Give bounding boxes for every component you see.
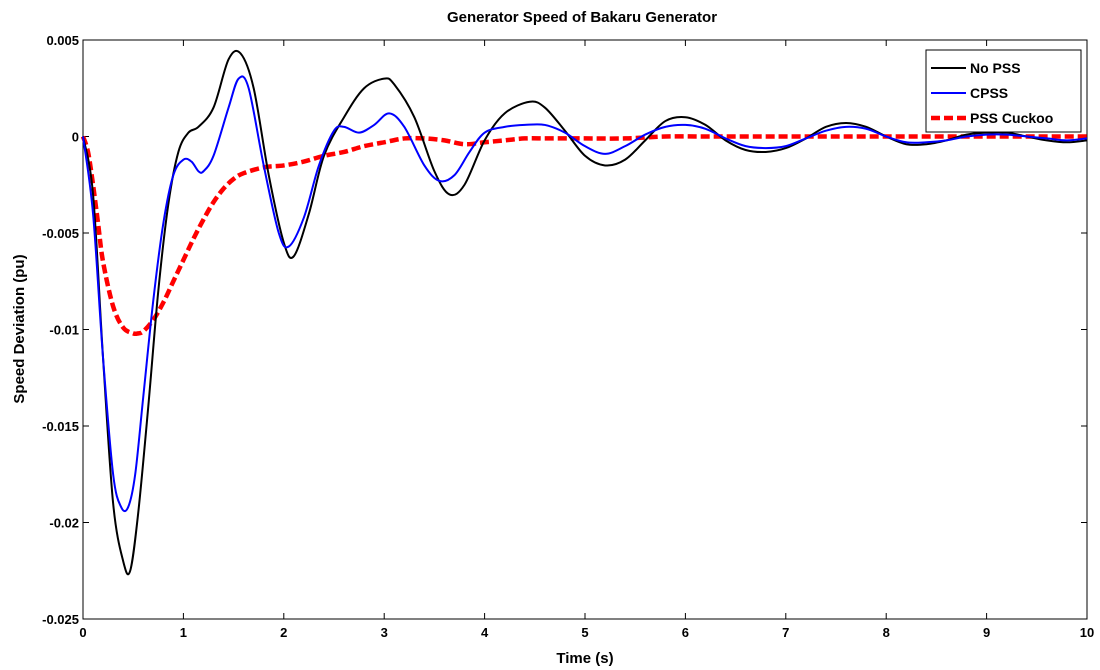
series-line-cpss bbox=[82, 75, 1088, 513]
series-layer bbox=[80, 49, 1088, 576]
y-axis: 0.005 0 -0.005 -0.01 -0.015 -0.02 -0.025 bbox=[42, 33, 1087, 627]
x-axis: 0 1 2 3 4 5 6 7 8 9 10 bbox=[79, 40, 1094, 640]
y-tick-label: 0 bbox=[72, 130, 79, 145]
x-tick-label: 0 bbox=[79, 625, 86, 640]
x-tick-label: 6 bbox=[682, 625, 689, 640]
legend-label-pss-cuckoo: PSS Cuckoo bbox=[970, 110, 1053, 126]
y-tick-label: -0.02 bbox=[49, 516, 79, 531]
y-tick-label: -0.015 bbox=[42, 419, 79, 434]
legend-label-cpss: CPSS bbox=[970, 85, 1008, 101]
y-tick-label: -0.005 bbox=[42, 226, 79, 241]
x-tick-label: 7 bbox=[782, 625, 789, 640]
y-tick-label: -0.025 bbox=[42, 612, 79, 627]
series-line-pss-cuckoo bbox=[80, 134, 1087, 337]
y-tick-label: 0.005 bbox=[46, 33, 79, 48]
x-axis-label: Time (s) bbox=[556, 650, 613, 667]
x-tick-label: 2 bbox=[280, 625, 287, 640]
legend: No PSS CPSS PSS Cuckoo bbox=[925, 49, 1082, 133]
x-tick-label: 1 bbox=[180, 625, 187, 640]
chart-title: Generator Speed of Bakaru Generator bbox=[447, 9, 717, 26]
x-tick-label: 4 bbox=[481, 625, 489, 640]
legend-label-no-pss: No PSS bbox=[970, 60, 1021, 76]
x-tick-label: 9 bbox=[983, 625, 990, 640]
x-tick-label: 3 bbox=[381, 625, 388, 640]
x-tick-label: 5 bbox=[581, 625, 588, 640]
x-tick-label: 10 bbox=[1080, 625, 1094, 640]
x-tick-label: 8 bbox=[883, 625, 890, 640]
y-axis-label: Speed Deviation (pu) bbox=[11, 254, 28, 403]
y-tick-label: -0.01 bbox=[49, 323, 79, 338]
